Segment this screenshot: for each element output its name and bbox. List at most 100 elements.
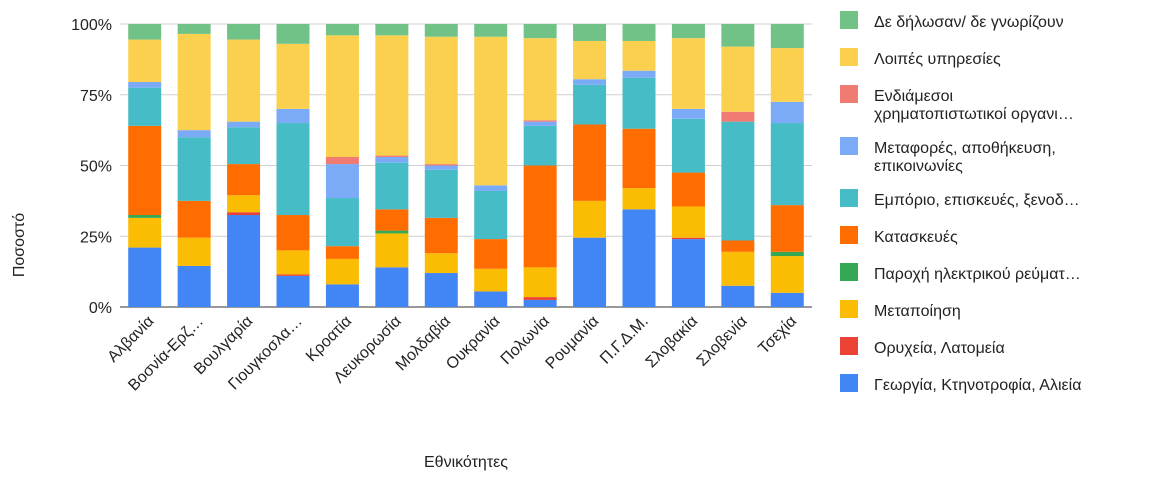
bar-segment[interactable] bbox=[177, 33, 211, 131]
bar-segment[interactable] bbox=[276, 275, 310, 307]
bar-segment[interactable] bbox=[721, 24, 755, 47]
bar-segment[interactable] bbox=[375, 24, 409, 36]
bar-segment[interactable] bbox=[128, 247, 162, 307]
bar-segment[interactable] bbox=[424, 165, 458, 170]
bar-segment[interactable] bbox=[573, 237, 607, 307]
bar-segment[interactable] bbox=[177, 130, 211, 138]
bar-segment[interactable] bbox=[227, 24, 261, 40]
bar-segment[interactable] bbox=[770, 292, 804, 307]
bar-segment[interactable] bbox=[276, 24, 310, 44]
legend-item[interactable]: Ορυχεία, Λατομεία bbox=[840, 337, 1005, 357]
bar-segment[interactable] bbox=[721, 111, 755, 122]
bar-segment[interactable] bbox=[128, 24, 162, 40]
bar-segment[interactable] bbox=[325, 198, 359, 247]
bar-segment[interactable] bbox=[523, 24, 557, 39]
legend-item[interactable]: Γεωργία, Κτηνοτροφία, Αλιεία bbox=[840, 374, 1081, 394]
bar-segment[interactable] bbox=[227, 195, 261, 213]
bar-segment[interactable] bbox=[325, 284, 359, 307]
bar-segment[interactable] bbox=[474, 185, 508, 191]
bar-segment[interactable] bbox=[622, 24, 656, 41]
bar-segment[interactable] bbox=[573, 24, 607, 41]
bar-segment[interactable] bbox=[671, 38, 705, 109]
bar-segment[interactable] bbox=[128, 82, 162, 88]
bar-segment[interactable] bbox=[375, 155, 409, 158]
bar-segment[interactable] bbox=[523, 125, 557, 166]
bar-segment[interactable] bbox=[375, 233, 409, 268]
bar-segment[interactable] bbox=[721, 121, 755, 241]
bar-segment[interactable] bbox=[671, 239, 705, 307]
bar-segment[interactable] bbox=[325, 35, 359, 158]
bar-segment[interactable] bbox=[177, 24, 211, 34]
bar-segment[interactable] bbox=[770, 24, 804, 49]
bar-segment[interactable] bbox=[424, 24, 458, 37]
legend-item[interactable]: Εμπόριο, επισκευές, ξενοδ… bbox=[840, 189, 1080, 209]
bar-segment[interactable] bbox=[128, 215, 162, 218]
bar-segment[interactable] bbox=[770, 205, 804, 252]
bar-segment[interactable] bbox=[622, 77, 656, 129]
bar-segment[interactable] bbox=[671, 108, 705, 119]
bar-segment[interactable] bbox=[523, 297, 557, 300]
legend-item[interactable]: Κατασκευές bbox=[840, 226, 958, 246]
bar-segment[interactable] bbox=[573, 79, 607, 85]
bar-segment[interactable] bbox=[523, 165, 557, 268]
bar-segment[interactable] bbox=[177, 265, 211, 307]
bar-segment[interactable] bbox=[424, 273, 458, 307]
bar-segment[interactable] bbox=[276, 108, 310, 124]
bar-segment[interactable] bbox=[523, 121, 557, 126]
legend-item[interactable]: Μεταφορές, αποθήκευση,επικοινωνίες bbox=[840, 137, 1056, 175]
bar-segment[interactable] bbox=[622, 188, 656, 210]
bar-segment[interactable] bbox=[721, 240, 755, 252]
bar-segment[interactable] bbox=[770, 251, 804, 257]
bar-segment[interactable] bbox=[128, 217, 162, 248]
bar-segment[interactable] bbox=[770, 48, 804, 102]
bar-segment[interactable] bbox=[177, 137, 211, 201]
bar-segment[interactable] bbox=[523, 267, 557, 298]
bar-segment[interactable] bbox=[424, 36, 458, 165]
bar-segment[interactable] bbox=[474, 291, 508, 307]
bar-segment[interactable] bbox=[671, 206, 705, 238]
legend-item[interactable]: Μεταποίηση bbox=[840, 300, 961, 320]
bar-segment[interactable] bbox=[227, 215, 261, 307]
bar-segment[interactable] bbox=[276, 43, 310, 109]
bar-segment[interactable] bbox=[276, 123, 310, 216]
bar-segment[interactable] bbox=[128, 87, 162, 126]
bar-segment[interactable] bbox=[227, 121, 261, 128]
bar-segment[interactable] bbox=[276, 215, 310, 251]
bar-segment[interactable] bbox=[177, 237, 211, 266]
bar-segment[interactable] bbox=[375, 267, 409, 307]
bar-segment[interactable] bbox=[474, 239, 508, 269]
legend-item[interactable]: Δε δήλωσαν/ δε γνωρίζουν bbox=[840, 11, 1064, 31]
bar-segment[interactable] bbox=[325, 246, 359, 259]
bar-segment[interactable] bbox=[177, 200, 211, 238]
bar-segment[interactable] bbox=[276, 250, 310, 275]
bar-segment[interactable] bbox=[474, 268, 508, 292]
bar-segment[interactable] bbox=[573, 84, 607, 125]
bar-segment[interactable] bbox=[671, 172, 705, 207]
bar-segment[interactable] bbox=[573, 124, 607, 201]
bar-segment[interactable] bbox=[375, 157, 409, 163]
bar-segment[interactable] bbox=[424, 164, 458, 166]
bar-segment[interactable] bbox=[573, 40, 607, 80]
bar-segment[interactable] bbox=[424, 169, 458, 218]
bar-segment[interactable] bbox=[227, 39, 261, 122]
bar-segment[interactable] bbox=[325, 157, 359, 165]
legend-item[interactable]: Λοιπές υπηρεσίες bbox=[840, 48, 1001, 68]
bar-segment[interactable] bbox=[227, 212, 261, 216]
bar-segment[interactable] bbox=[325, 164, 359, 199]
bar-segment[interactable] bbox=[671, 118, 705, 173]
bar-segment[interactable] bbox=[375, 162, 409, 210]
bar-segment[interactable] bbox=[770, 123, 804, 206]
bar-segment[interactable] bbox=[622, 40, 656, 71]
bar-segment[interactable] bbox=[474, 190, 508, 240]
bar-segment[interactable] bbox=[523, 120, 557, 122]
bar-segment[interactable] bbox=[375, 35, 409, 156]
bar-segment[interactable] bbox=[671, 237, 705, 240]
bar-segment[interactable] bbox=[770, 256, 804, 293]
bar-segment[interactable] bbox=[523, 38, 557, 121]
bar-segment[interactable] bbox=[375, 230, 409, 234]
bar-segment[interactable] bbox=[276, 274, 310, 276]
bar-segment[interactable] bbox=[770, 101, 804, 124]
bar-segment[interactable] bbox=[721, 46, 755, 112]
bar-segment[interactable] bbox=[128, 125, 162, 216]
